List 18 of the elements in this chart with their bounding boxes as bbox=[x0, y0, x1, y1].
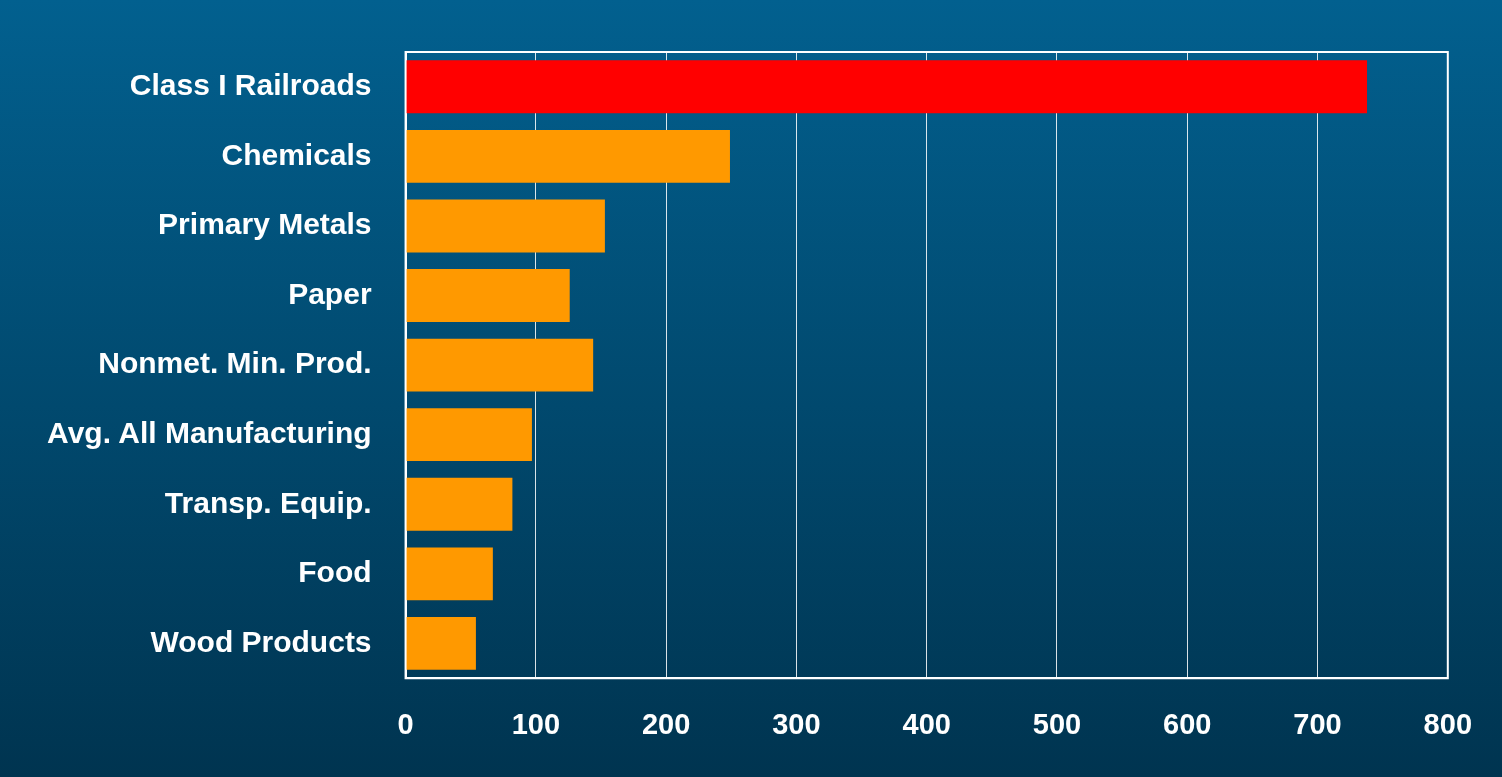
y-tick-label: Nonmet. Min. Prod. bbox=[98, 346, 372, 380]
x-tick-label: 600 bbox=[1163, 707, 1212, 740]
x-tick-label: 100 bbox=[511, 707, 561, 740]
x-tick-label: 700 bbox=[1293, 707, 1342, 740]
y-tick-label: Paper bbox=[288, 276, 372, 310]
x-tick-label: 400 bbox=[902, 707, 951, 740]
y-tick-label: Primary Metals bbox=[158, 207, 372, 241]
y-tick-label: Wood Products bbox=[150, 624, 372, 658]
y-tick-label: Transp. Equip. bbox=[164, 485, 372, 519]
x-tick-label: 500 bbox=[1032, 707, 1082, 740]
x-tick-label: 800 bbox=[1423, 707, 1472, 740]
y-tick-label: Chemicals bbox=[221, 137, 372, 171]
y-tick-label: Food bbox=[298, 555, 372, 589]
x-tick-label: 0 bbox=[397, 707, 414, 740]
y-tick-label: Avg. All Manufacturing bbox=[47, 415, 372, 449]
x-tick-label: 300 bbox=[772, 707, 821, 740]
y-tick-label: Class I Railroads bbox=[129, 68, 372, 102]
x-tick-label: 200 bbox=[641, 707, 691, 740]
